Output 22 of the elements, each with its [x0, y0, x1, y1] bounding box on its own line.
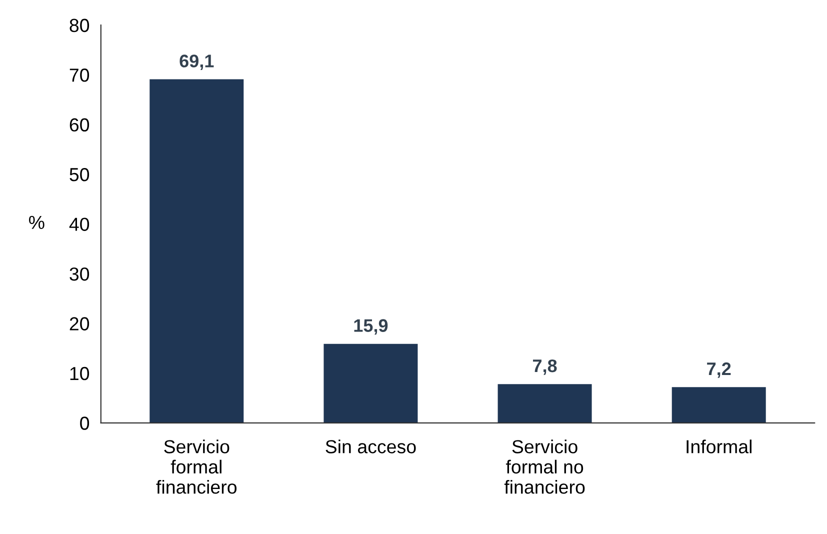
y-tick-label: 40: [69, 218, 90, 231]
y-tick-label: 20: [70, 317, 90, 330]
bar: [150, 79, 244, 423]
x-tick-label: Informal: [686, 440, 752, 454]
y-tick-label: 70: [70, 68, 90, 82]
data-label: 7,2: [707, 362, 731, 378]
bar: [324, 344, 418, 423]
data-label: 7,8: [533, 359, 557, 375]
bar: [672, 387, 766, 423]
y-tick-label: 60: [70, 118, 90, 132]
y-tick-label: 10: [70, 366, 90, 380]
data-label: 69,1: [180, 54, 214, 70]
data-label: 15,9: [354, 319, 388, 335]
y-tick-label: 0: [80, 416, 90, 430]
y-tick-label: 80: [70, 18, 90, 32]
x-tick-label: Servicio formal no financiero: [504, 440, 585, 494]
y-tick-label: 50: [70, 168, 90, 182]
y-tick-label: 30: [70, 267, 90, 281]
x-tick-label: Servicio formal financiero: [156, 440, 236, 494]
bar: [498, 384, 592, 423]
x-tick-label: Sin acceso: [326, 440, 416, 454]
y-axis-title: %: [28, 216, 44, 229]
